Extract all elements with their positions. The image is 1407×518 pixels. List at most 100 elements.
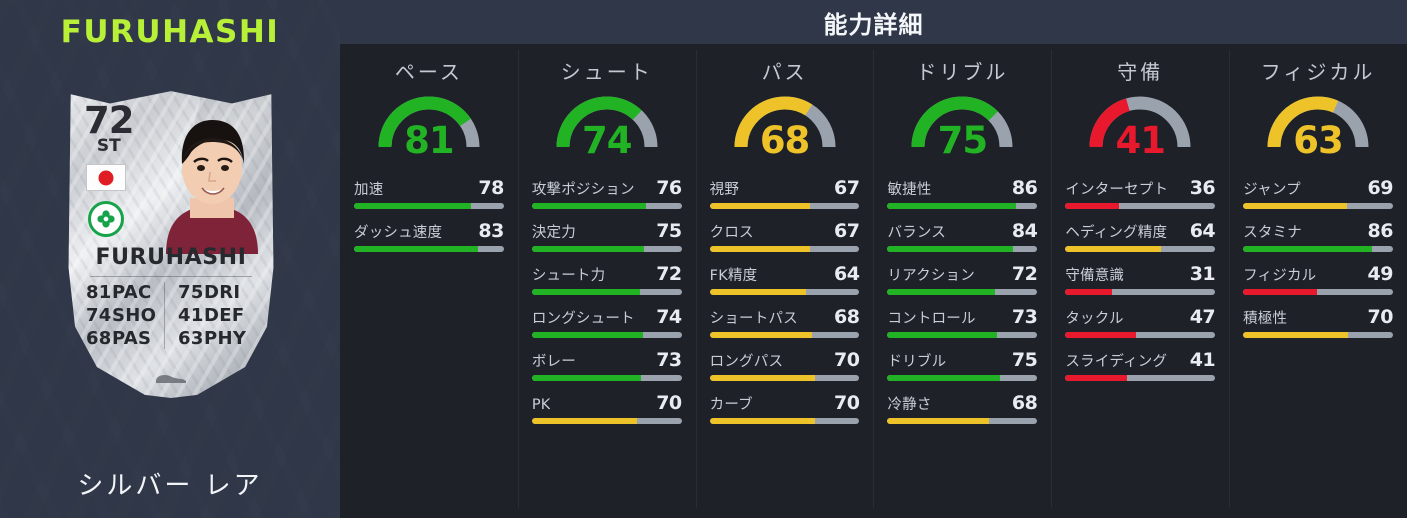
attribute-sub-item: ヘディング精度 64 (1065, 220, 1216, 252)
attribute-sub-label: ショートパス (709, 311, 798, 327)
attribute-sub-label: ジャンプ (1243, 182, 1301, 198)
attribute-bar-track (531, 332, 682, 338)
attribute-sub-value: 31 (1189, 263, 1216, 285)
attribute-column-pace: ペース 81 加速 78 ダッシュ速度 83 (340, 44, 518, 518)
attribute-bar-track (709, 289, 860, 295)
attribute-sub-value: 75 (1011, 349, 1038, 371)
attribute-sub-item: フィジカル 49 (1243, 263, 1393, 295)
card-rarity-label: シルバー レア (77, 471, 263, 501)
attribute-column-defending: 守備 41 インターセプト 36 ヘディング精度 64 守備意識 31 タックル 47 スライディン… (1051, 44, 1229, 518)
attribute-sub-value: 67 (834, 177, 860, 199)
attribute-gauge: 81 (370, 91, 488, 159)
attribute-sub-value: 68 (1011, 392, 1038, 414)
attribute-sub-head: インターセプト 36 (1065, 177, 1215, 199)
attribute-sub-value: 64 (834, 263, 860, 285)
attribute-sub-head: 守備意識 31 (1065, 263, 1215, 285)
attribute-bar-track (887, 418, 1038, 424)
attribute-bar-track (1065, 203, 1216, 209)
attribute-sub-value: 36 (1189, 177, 1216, 199)
attribute-sub-head: ボレー 73 (532, 349, 682, 371)
card-stat-row: 75DRI (178, 282, 256, 303)
attribute-sub-label: リアクション (887, 268, 975, 284)
attribute-sub-label: PK (531, 397, 551, 413)
attribute-bar-fill (887, 375, 1000, 381)
attribute-bar-fill (531, 203, 646, 209)
attribute-sub-value: 78 (478, 177, 504, 199)
attribute-bar-fill (887, 418, 990, 424)
attribute-sub-item: ボレー 73 (531, 349, 682, 381)
attribute-sub-head: ロングパス 70 (710, 349, 860, 371)
attribute-sub-head: 加速 78 (354, 177, 504, 199)
attribute-sub-head: 敏捷性 86 (887, 177, 1037, 199)
attribute-bar-fill (1065, 289, 1112, 295)
card-stat-row: 41DEF (178, 305, 256, 326)
attribute-sub-value: 83 (478, 220, 504, 242)
attribute-bar-fill (709, 418, 815, 424)
attribute-sub-value: 86 (1011, 177, 1038, 199)
attribute-bar-track (1243, 332, 1393, 338)
attribute-sub-head: スタミナ 86 (1243, 220, 1393, 242)
attribute-bar-fill (531, 375, 642, 381)
card-stat-label: DEF (204, 305, 245, 326)
attribute-sub-label: フィジカル (1243, 268, 1317, 284)
attribute-sub-value: 72 (656, 263, 682, 285)
attribute-bar-fill (887, 289, 996, 295)
attribute-sub-item: FK精度 64 (709, 263, 860, 295)
card-position: ST (96, 136, 121, 157)
celtic-badge-icon (88, 201, 124, 237)
attribute-sub-item: インターセプト 36 (1065, 177, 1216, 209)
attribute-sub-item: スライディング 41 (1065, 349, 1216, 381)
attribute-sub-label: コントロール (887, 311, 976, 327)
card-stat-label: PAC (111, 282, 152, 303)
attribute-sub-label: ダッシュ速度 (354, 225, 443, 241)
attribute-sub-head: ショートパス 68 (710, 306, 860, 328)
attribute-sub-item: ダッシュ速度 83 (354, 220, 504, 252)
attribute-sub-label: バランス (887, 225, 946, 241)
fut-player-card[interactable]: 72 ST FURUHASHI (62, 88, 280, 398)
attribute-sub-list: 攻撃ポジション 76 決定力 75 シュート力 72 ロングシュート 74 ボレー 73 PK 70 (531, 177, 682, 424)
attribute-gauge-wrap: 81 (354, 91, 504, 169)
attribute-bar-track (531, 375, 682, 381)
attribute-gauge: 74 (548, 91, 666, 159)
card-rating-value: 72 (84, 99, 134, 142)
attribute-sub-value: 76 (656, 177, 682, 199)
attribute-sub-head: コントロール 73 (887, 306, 1037, 328)
attribute-sub-value: 73 (656, 349, 682, 371)
attribute-sub-label: 積極性 (1243, 311, 1288, 327)
attribute-sub-item: 加速 78 (354, 177, 504, 209)
attribute-gauge: 68 (726, 91, 844, 159)
attribute-bar-fill (1243, 246, 1372, 252)
attribute-bar-track (531, 246, 682, 252)
attribute-sub-value: 70 (834, 392, 860, 414)
attribute-bar-fill (531, 332, 643, 338)
attribute-sub-value: 72 (1011, 263, 1038, 285)
attribute-sub-head: ヘディング精度 64 (1065, 220, 1215, 242)
attribute-sub-head: シュート力 72 (532, 263, 682, 285)
attribute-bar-fill (1065, 375, 1127, 381)
card-stats-right-column: 75DRI 41DEF 63PHY (164, 282, 256, 349)
attribute-sub-value: 68 (834, 306, 860, 328)
attribute-detail-header: 能力詳細 (340, 0, 1407, 44)
attribute-bar-track (887, 375, 1038, 381)
boot-icon (156, 375, 186, 383)
attribute-gauge: 75 (903, 91, 1021, 159)
attribute-sub-label: ヘディング精度 (1065, 225, 1168, 241)
attribute-bar-fill (1243, 289, 1317, 295)
attribute-bar-track (709, 332, 860, 338)
card-stat-value: 75 (178, 282, 204, 303)
attribute-bar-track (1065, 289, 1216, 295)
attribute-sub-head: ジャンプ 69 (1243, 177, 1393, 199)
attribute-gauge-wrap: 68 (710, 91, 860, 169)
attribute-sub-head: 冷静さ 68 (887, 392, 1037, 414)
attribute-sub-item: コントロール 73 (887, 306, 1038, 338)
attribute-bar-track (1065, 332, 1216, 338)
attribute-gauge-value: 75 (937, 119, 988, 162)
attribute-gauge: 41 (1081, 91, 1199, 159)
attribute-sub-item: 視野 67 (709, 177, 860, 209)
attribute-sub-head: スライディング 41 (1065, 349, 1215, 371)
attribute-bar-track (354, 246, 504, 252)
attribute-column-title: フィジカル (1260, 60, 1376, 84)
attribute-bar-track (1243, 246, 1393, 252)
attribute-bar-fill (531, 418, 637, 424)
attribute-sub-label: 加速 (354, 182, 384, 198)
